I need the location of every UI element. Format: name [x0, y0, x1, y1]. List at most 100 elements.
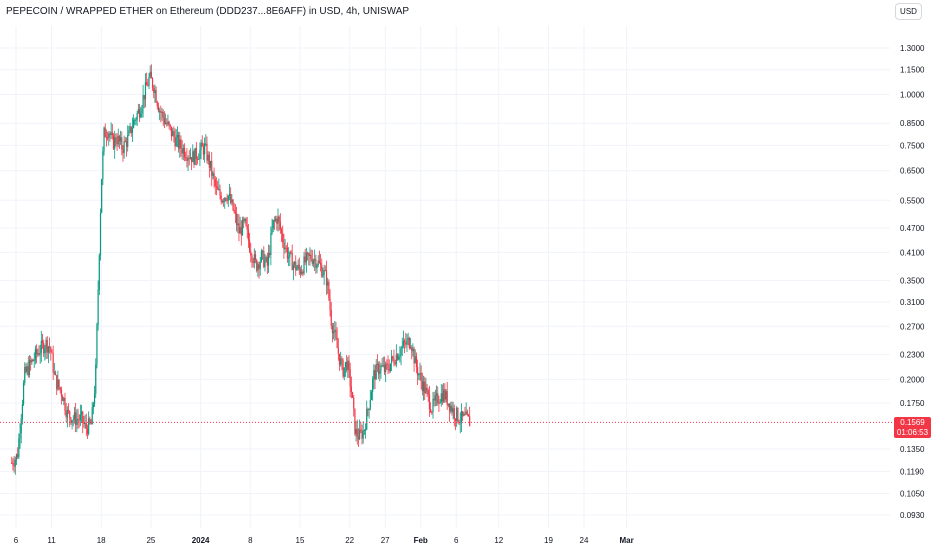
candle-body — [33, 359, 35, 362]
candle-body — [444, 389, 446, 400]
candle-body — [351, 392, 354, 398]
candle-body — [218, 189, 220, 191]
candle-body — [334, 329, 336, 332]
candle-body — [205, 143, 207, 145]
candle-body — [115, 137, 117, 144]
candle-body — [431, 411, 433, 413]
candle-body — [331, 325, 334, 334]
x-tick-label: 18 — [97, 536, 106, 545]
candle-body — [110, 132, 112, 135]
currency-button[interactable]: USD — [895, 3, 922, 20]
candle-body — [343, 367, 345, 377]
candle-body — [395, 354, 397, 365]
candle-body — [181, 148, 183, 154]
candle-body — [235, 213, 238, 226]
y-tick-label: 0.2300 — [900, 351, 925, 360]
last-price-value: 0.1569 — [900, 418, 925, 427]
candle-body — [95, 364, 97, 394]
candle-body — [41, 340, 44, 343]
candle-body — [72, 419, 74, 421]
candle-body — [360, 429, 362, 431]
candle-body — [461, 411, 464, 416]
candle-body — [251, 255, 253, 262]
candle-body — [322, 274, 324, 277]
candle-body — [276, 218, 278, 224]
candle-body — [200, 142, 202, 150]
candle-body — [204, 143, 206, 155]
candle-body — [246, 225, 248, 230]
candle-body — [133, 120, 135, 128]
candle-body — [402, 340, 405, 346]
candle-body — [308, 253, 310, 256]
candle-body — [82, 411, 84, 423]
candle-body — [75, 412, 77, 425]
candle-body — [372, 379, 374, 393]
candle-body — [336, 337, 338, 348]
candle-body — [387, 364, 389, 369]
candle-body — [271, 228, 273, 234]
y-tick-label: 0.4100 — [900, 248, 925, 257]
candle-body — [366, 409, 368, 430]
candle-body — [73, 412, 76, 420]
candle-body — [26, 366, 28, 372]
candle-body — [434, 395, 436, 401]
candle-body — [67, 409, 70, 412]
candle-body — [238, 223, 240, 234]
candle-body — [350, 386, 352, 393]
candle-body — [303, 256, 305, 274]
candle-body — [117, 136, 119, 145]
candle-body — [347, 360, 349, 371]
candle-body — [153, 87, 155, 93]
candle-body — [51, 352, 53, 354]
candle-body — [443, 389, 445, 402]
y-tick-label: 0.5500 — [900, 196, 925, 205]
candle-body — [162, 111, 164, 118]
y-tick-label: 1.3000 — [900, 44, 925, 53]
candle-body — [20, 418, 22, 434]
candle-body — [159, 111, 161, 113]
x-tick-label: 6 — [454, 536, 459, 545]
candle-body — [25, 366, 27, 372]
candle-body — [348, 360, 350, 370]
candle-body — [149, 71, 151, 77]
y-tick-label: 0.2000 — [900, 375, 925, 384]
candle-body — [377, 364, 380, 374]
y-tick-label: 0.4700 — [900, 224, 925, 233]
time-axis: 6 11 18 25 2024 8 15 22 27 Feb 6 12 19 24 Mar — [14, 536, 634, 545]
x-tick-label: 19 — [544, 536, 553, 545]
candle-body — [401, 345, 403, 349]
candle-body — [108, 133, 110, 138]
y-tick-label: 0.6500 — [900, 167, 925, 176]
y-tick-label: 1.0000 — [900, 90, 925, 99]
candle-body — [146, 82, 148, 86]
candle-body — [148, 76, 150, 86]
candle-body — [156, 102, 158, 107]
candle-body — [142, 95, 144, 109]
candle-body — [457, 407, 459, 422]
candle-body — [167, 121, 169, 125]
candle-body — [394, 363, 396, 365]
candle-body — [333, 331, 335, 334]
candle-body — [306, 252, 309, 254]
candle-body — [354, 408, 356, 435]
candle-body — [240, 227, 242, 236]
y-tick-label: 0.8500 — [900, 119, 925, 128]
candle-body — [130, 126, 132, 134]
candle-body — [463, 413, 465, 416]
candle-body — [64, 398, 66, 412]
candle-body — [208, 154, 210, 168]
x-tick-label: 27 — [381, 536, 390, 545]
candle-body — [269, 252, 271, 255]
candle-body — [180, 139, 182, 149]
candle-body — [293, 261, 296, 265]
x-tick-label: 22 — [345, 536, 354, 545]
candle-body — [161, 111, 163, 113]
candle-body — [312, 260, 315, 264]
candle-body — [213, 173, 215, 180]
candle-body — [314, 259, 316, 261]
x-tick-label: 6 — [14, 536, 19, 545]
candle-body — [160, 111, 162, 113]
candle-body — [143, 95, 145, 100]
candle-body — [259, 261, 261, 269]
